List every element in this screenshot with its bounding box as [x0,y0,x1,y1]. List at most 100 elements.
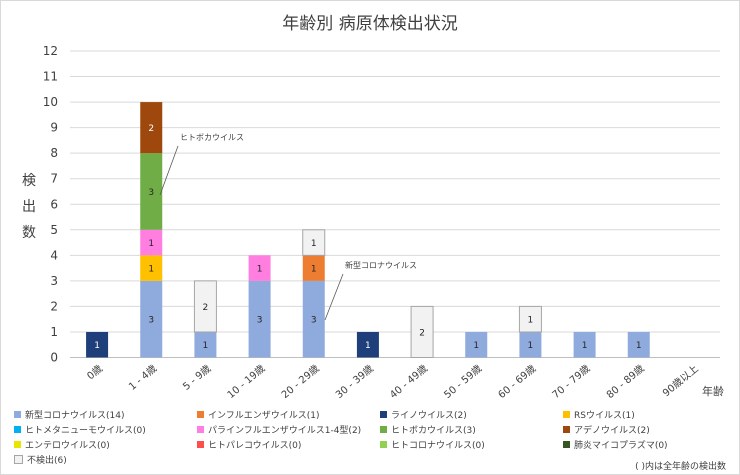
legend-label: ヒトコロナウイルス(0) [391,441,485,451]
bar-segment [302,280,325,358]
legend-swatch [197,426,204,433]
bar-segment [356,331,379,358]
legend-label: インフルエンザウイルス(1) [208,411,320,421]
y-tick-label: 7 [50,172,58,186]
legend-item: アデノウイルス(2) [563,423,650,436]
data-label: 1 [257,265,263,275]
legend-label: 不検出(6) [27,456,67,466]
legend-swatch [197,441,204,448]
bar-segment [140,229,163,256]
y-tick-label: 9 [50,121,58,135]
x-tick-label: 50 - 59歳 [442,363,485,401]
data-label: 1 [148,239,154,249]
legend-item: 肺炎マイコプラズマ(0) [563,438,668,451]
bar-segment [248,280,271,358]
x-tick-label: 40 - 49歳 [388,363,431,401]
data-label: 1 [582,341,588,351]
data-label: 3 [148,316,154,326]
legend-swatch [197,411,204,418]
legend-item: 新型コロナウイルス(14) [14,408,124,421]
y-tick-label: 8 [50,146,58,160]
x-tick-label: 90歳以上 [660,363,700,400]
bar-segment [627,331,650,358]
data-label: 1 [311,265,317,275]
y-tick-label: 4 [50,248,58,262]
data-label: 1 [473,341,479,351]
y-tick-label: 3 [50,274,58,288]
x-tick-label: 5 - 9歳 [181,363,214,393]
y-tick-label: 2 [50,299,58,313]
legend-label: ヒトボカウイルス(3) [391,426,476,436]
y-tick-label: 0 [50,351,58,365]
data-label: 1 [311,239,317,249]
x-tick-label: 70 - 79歳 [550,363,593,401]
x-tick-label: 10 - 19歳 [225,363,268,401]
legend-swatch [380,441,387,448]
bar-segment [573,331,596,358]
data-label: 1 [365,341,371,351]
data-label: 2 [419,328,425,338]
data-label: 1 [203,341,209,351]
legend-item: ヒトボカウイルス(3) [380,423,476,436]
y-axis-label: 数 [22,225,36,241]
bar-segment [518,305,542,333]
y-tick-label: 10 [43,95,58,109]
x-tick-label: 80 - 89歳 [604,363,647,401]
annotation-leader [324,273,344,321]
y-tick-label: 1 [50,325,58,339]
legend-swatch [14,441,21,448]
legend-item: パラインフルエンザウイルス1-4型(2) [197,423,361,436]
bar-segment [193,280,217,333]
legend-item: エンテロウイルス(0) [14,438,110,451]
legend-swatch [563,441,570,448]
data-label: 2 [148,124,154,134]
data-label: 2 [203,303,209,313]
bar-segment [140,255,163,281]
legend-label: パラインフルエンザウイルス1-4型(2) [208,426,362,436]
data-label: 1 [528,341,534,351]
y-axis-label: 検 [22,173,36,189]
bar-segment [410,305,434,358]
legend-swatch [14,426,21,433]
legend-item: RSウイルス(1) [563,408,635,421]
legend-item: ライノウイルス(2) [380,408,467,421]
data-label: 3 [311,316,317,326]
legend-swatch [563,426,570,433]
legend-label: 肺炎マイコプラズマ(0) [574,441,668,451]
bar-segment [140,280,163,358]
legend-swatch [563,411,570,418]
annotation-label: ヒトボカウイルス [180,133,244,142]
y-tick-label: 6 [50,197,58,211]
x-tick-label: 60 - 69歳 [496,363,539,401]
bar-segment [140,102,163,154]
y-tick-label: 5 [50,223,58,237]
legend-label: RSウイルス(1) [574,411,635,421]
bar-segment [302,229,326,256]
x-tick-label: 1 - 4歳 [126,363,159,393]
legend-swatch [14,411,21,418]
legend-item: ヒトパレコウイルス(0) [197,438,301,451]
chart-title: 年齢別 病原体検出状況 [282,14,457,34]
legend-label: 新型コロナウイルス(14) [25,411,125,421]
y-tick-label: 11 [43,70,58,84]
chart-note: ( )内は全年齢の検出数 [635,462,726,472]
x-tick-label: 0歳 [85,363,105,383]
bar-segment [519,331,542,358]
data-label: 3 [257,316,263,326]
data-label: 1 [94,341,100,351]
legend-label: ヒトメタニューモウイルス(0) [25,426,146,436]
legend-item: ヒトコロナウイルス(0) [380,438,485,451]
legend-swatch [380,426,387,433]
legend-label: ライノウイルス(2) [391,411,467,421]
y-tick-label: 12 [43,44,58,58]
data-label: 3 [148,188,154,198]
annotation-label: 新型コロナウイルス [345,260,417,270]
legend-label: エンテロウイルス(0) [25,441,110,451]
bar-segment [86,331,109,358]
bar-segment [194,331,217,358]
x-tick-label: 20 - 29歳 [279,363,322,401]
legend-swatch [14,455,23,464]
annotation-leader [159,145,179,196]
bar-segment [465,331,488,358]
